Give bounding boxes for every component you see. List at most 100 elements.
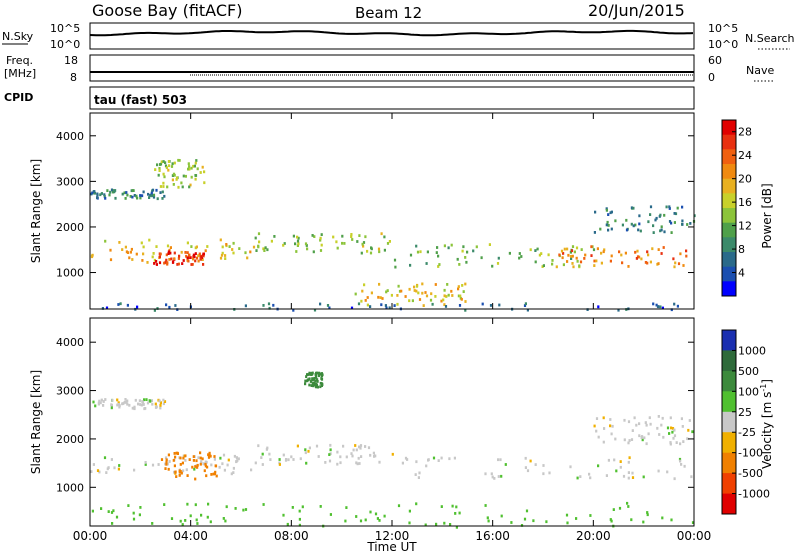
velocity-feature (401, 456, 693, 481)
colorbar-tick-label: -100 (738, 447, 763, 460)
power-colorbar-segment (722, 178, 736, 194)
power-feature (153, 250, 205, 266)
colorbar-tick-label: 8 (738, 243, 745, 256)
power-colorbar-segment (722, 193, 736, 209)
power-colorbar-segment (722, 120, 736, 136)
power-colorbar-segment (722, 281, 736, 297)
colorbar-tick-label: -25 (738, 426, 756, 439)
power-feature (354, 282, 467, 307)
nsky-trace (89, 29, 694, 37)
freq-panel: Freq. [MHz] 18 8 60 0 Nave (4, 54, 774, 84)
power-colorbar-segment (722, 164, 736, 180)
x-tick-label: 16:00 (475, 529, 510, 543)
velocity-colorbar-segment (722, 330, 736, 351)
beam-title: Beam 12 (355, 4, 422, 22)
colorbar-tick-label: -1000 (738, 488, 770, 501)
cpid-panel: CPID tau (fast) 503 (4, 86, 695, 110)
velocity-feature (254, 443, 394, 466)
velocity-feature (160, 451, 218, 481)
colorbar-tick-label: 500 (738, 365, 759, 378)
colorbar-tick-label: 20 (738, 173, 752, 186)
nave-tick-top: 60 (708, 54, 722, 67)
power-feature (90, 238, 256, 264)
velocity-feature (92, 398, 167, 411)
nsearch-tick-top: 10^5 (708, 22, 738, 35)
colorbar-tick-label: 16 (738, 196, 752, 209)
velocity-colorbar-segment (722, 370, 736, 392)
nsearch-label: N.Search (745, 32, 795, 45)
x-tick-label: 00:00 (73, 529, 108, 543)
freq-unit-label: [MHz] (4, 67, 36, 80)
station-title: Goose Bay (fitACF) (92, 1, 242, 20)
power-feature (90, 188, 166, 201)
power-feature (254, 232, 391, 255)
y-tick-label: 2000 (56, 433, 84, 446)
colorbar-tick-label: 1000 (738, 344, 766, 357)
power-colorbar: 4 8 12 16 20 24 28 (721, 119, 752, 297)
velocity-colorbar-segment (722, 493, 736, 515)
freq-tick-top: 18 (64, 54, 78, 67)
velocity-colorbar: 1000 500 100 25 -25 -100 -500 -1000 (721, 329, 770, 515)
nsky-tick-top: 10^5 (50, 22, 80, 35)
x-tick-label: 08:00 (274, 529, 309, 543)
velocity-colorbar-segment (722, 473, 736, 494)
power-feature (154, 158, 206, 189)
x-tick-label: 00:00 (677, 529, 712, 543)
nsky-panel: N.Sky 10^5 10^0 10^5 10^0 N.Search (2, 22, 795, 51)
power-colorbar-segment (722, 252, 736, 268)
colorbar-tick-label: -500 (738, 467, 763, 480)
velocity-colorbar-segment (722, 432, 736, 454)
velocity-feature (593, 415, 694, 446)
power-colorbar-segment (722, 237, 736, 253)
x-tick-label: 20:00 (576, 529, 611, 543)
velocity-feature (91, 501, 695, 529)
power-feature (393, 243, 596, 269)
power-colorbar-segment (722, 222, 736, 238)
velocity-colorbar-label: Velocity [m s-1] (759, 379, 774, 469)
velocity-colorbar-segment (722, 452, 736, 474)
nave-tick-bottom: 0 (708, 71, 715, 84)
colorbar-tick-label: 100 (738, 385, 759, 398)
power-feature (101, 302, 679, 312)
velocity-ylabel: Slant Range [km] (29, 370, 43, 474)
velocity-colorbar-segment (722, 391, 736, 413)
colorbar-tick-label: 28 (738, 126, 752, 139)
power-colorbar-segment (722, 208, 736, 224)
power-data (90, 158, 696, 312)
velocity-colorbar-segment (722, 350, 736, 372)
cpid-label: CPID (4, 91, 33, 104)
y-tick-label: 3000 (56, 385, 84, 398)
nave-label: Nave (746, 64, 774, 77)
nsearch-tick-bottom: 10^0 (708, 38, 738, 51)
freq-tick-bottom: 8 (70, 71, 77, 84)
colorbar-tick-label: 12 (738, 220, 752, 233)
colorbar-tick-label: 24 (738, 149, 752, 162)
freq-label: Freq. (6, 54, 33, 67)
velocity-data (90, 371, 695, 529)
power-ylabel: Slant Range [km] (29, 159, 43, 263)
power-colorbar-segment (722, 266, 736, 282)
date-title: 20/Jun/2015 (588, 1, 685, 20)
x-tick-label: 12:00 (375, 529, 410, 543)
y-tick-label: 4000 (56, 130, 84, 143)
y-tick-label: 1000 (56, 481, 84, 494)
power-feature (593, 205, 696, 234)
velocity-panel: 00:00 04:00 08:00 12:00 16:00 20:00 00:00 1000 2… (29, 317, 774, 554)
y-tick-label: 1000 (56, 267, 84, 280)
y-tick-label: 2000 (56, 221, 84, 234)
power-feature (555, 245, 688, 269)
power-panel: 1000 2000 3000 4000 Slant Range [km] 4 8 12 16… (29, 112, 774, 312)
velocity-colorbar-segment (722, 411, 736, 433)
velocity-feature (90, 453, 253, 476)
cpid-text: tau (fast) 503 (94, 93, 187, 107)
x-tick-label: 04:00 (173, 529, 208, 543)
y-tick-label: 3000 (56, 175, 84, 188)
colorbar-tick-label: 4 (738, 267, 745, 280)
power-colorbar-segment (722, 134, 736, 150)
x-axis-label: Time UT (366, 540, 417, 554)
velocity-feature (304, 371, 324, 389)
power-colorbar-segment (722, 149, 736, 165)
y-tick-label: 4000 (56, 336, 84, 349)
power-colorbar-label: Power [dB] (760, 183, 774, 248)
